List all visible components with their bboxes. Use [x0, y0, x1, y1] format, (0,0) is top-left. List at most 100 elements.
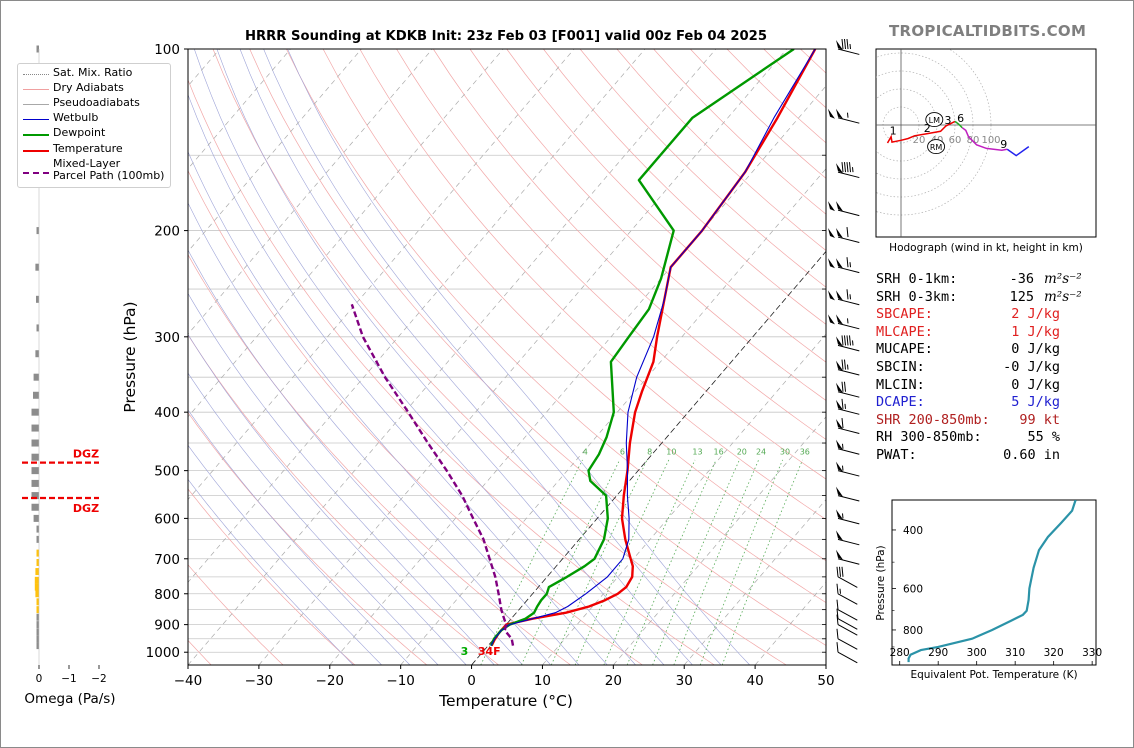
barb-half — [849, 43, 851, 50]
stat-row: PWAT: 0.60 in — [876, 447, 1096, 465]
barb-staff — [837, 593, 858, 605]
legend-swatch — [23, 104, 49, 105]
stat-label: MUCAPE: — [876, 341, 933, 358]
barb-full — [841, 38, 844, 50]
hodograph-height-label: 2 — [924, 122, 931, 135]
pseudoadiabat — [188, 372, 439, 665]
omega-tick-label: 0 — [36, 673, 43, 685]
omega-bar — [36, 324, 39, 332]
legend-swatch — [23, 89, 49, 90]
pseudoadiabat — [188, 249, 523, 665]
barb-full — [846, 162, 849, 173]
barb-staff — [837, 448, 860, 455]
omega-bar — [36, 635, 39, 643]
stat-label: DCAPE: — [876, 394, 925, 411]
omega-bar — [35, 263, 39, 271]
mixing-ratio-label: 4 — [583, 447, 588, 456]
wind-barb — [836, 335, 860, 352]
wind-barb — [828, 314, 860, 330]
barb-full — [841, 398, 844, 409]
hodograph-trace — [954, 120, 963, 129]
legend-label: Temperature — [53, 142, 123, 155]
barb-staff — [837, 495, 860, 502]
wind-barb — [828, 227, 860, 243]
omega-bar — [36, 613, 39, 621]
hodograph-trace — [886, 120, 956, 144]
watermark: TROPICALTIDBITS.COM — [889, 22, 1087, 40]
barb-full — [844, 38, 846, 50]
omega-tick-label: −1 — [61, 673, 76, 685]
theta-e-content — [907, 500, 1077, 663]
hodograph-ring-label: 60 — [949, 135, 962, 146]
dry-adiabat — [322, 49, 826, 562]
dgz-label: DGZ — [73, 448, 99, 461]
legend-label: Pseudoadiabats — [53, 96, 140, 109]
mixing-ratio-label: 16 — [714, 447, 724, 456]
skewt-plot-frame — [187, 48, 827, 666]
omega-bar — [36, 535, 39, 543]
barb-pennant — [836, 530, 843, 541]
omega-bar — [31, 492, 39, 500]
barb-full — [846, 289, 849, 300]
barb-staff — [837, 618, 858, 630]
barb-pennant — [836, 314, 843, 325]
stat-label: MLCAPE: — [876, 323, 933, 340]
isotherm — [188, 49, 362, 252]
stat-unit: m²s⁻² — [1044, 288, 1082, 305]
pseudoadiabat — [188, 409, 411, 665]
dry-adiabat — [433, 49, 826, 440]
barb-full — [836, 614, 839, 625]
barb-pennant — [836, 439, 843, 450]
omega-bar — [31, 439, 39, 447]
surface-dewpoint-label: 3 — [461, 645, 469, 658]
barb-half — [849, 294, 851, 300]
x-tick-label: −10 — [386, 673, 415, 689]
hodograph-height-label: 1 — [890, 125, 897, 138]
x-tick-label: 10 — [534, 673, 551, 689]
wind-barb — [836, 583, 858, 605]
y-tick-label: 600 — [154, 511, 180, 527]
wind-barb — [836, 608, 858, 630]
stat-row: SBCAPE: 2 J/kg — [876, 306, 1096, 324]
stat-value: 1 J/kg — [1011, 323, 1060, 340]
barb-staff — [837, 209, 860, 217]
omega-bar — [36, 598, 39, 606]
trace-dewpoint — [489, 49, 795, 647]
omega-bar — [33, 391, 39, 399]
sounding-stats: SRH 0-1km: -36 m²s⁻² SRH 0-3km: 125 m²s⁻² SBCA… — [876, 271, 1096, 465]
stat-label: RH 300-850mb: — [876, 429, 982, 446]
omega-bar — [36, 606, 39, 614]
barb-full — [849, 335, 851, 346]
stat-label: SBCAPE: — [876, 306, 933, 323]
isotherm — [683, 499, 826, 665]
dry-adiabat — [506, 49, 826, 363]
skewt-traces — [350, 49, 817, 647]
hodograph-frame — [875, 48, 1097, 238]
barb-staff — [837, 171, 860, 179]
stat-row: RH 300-850mb: 55 % — [876, 429, 1096, 447]
stat-row: SRH 0-3km: 125 m²s⁻² — [876, 289, 1096, 307]
isotherm — [188, 49, 433, 335]
stat-row: MUCAPE: 0 J/kg — [876, 341, 1096, 359]
barb-half — [847, 364, 849, 370]
omega-bar — [35, 568, 39, 576]
barb-full — [841, 566, 844, 577]
wind-barb — [828, 289, 860, 306]
stat-row: SHR 200-850mb: 99 kt — [876, 412, 1096, 430]
isotherm — [471, 250, 826, 665]
legend-swatch — [23, 74, 49, 75]
y-tick-label: 800 — [154, 587, 180, 603]
legend-swatch — [23, 172, 49, 174]
dry-adiabat — [359, 49, 826, 520]
pseudoadiabat — [188, 202, 551, 665]
barb-pennant — [836, 509, 843, 520]
barb-staff — [837, 624, 858, 636]
barb-pennant — [828, 314, 835, 325]
barb-pennant — [836, 461, 843, 472]
barb-full — [846, 38, 849, 50]
y-tick-label: 700 — [154, 552, 180, 568]
omega-bar — [35, 590, 39, 598]
hodograph-height-label: 3 — [945, 114, 952, 127]
x-tick-label: −20 — [316, 673, 345, 689]
barb-staff — [837, 558, 860, 565]
